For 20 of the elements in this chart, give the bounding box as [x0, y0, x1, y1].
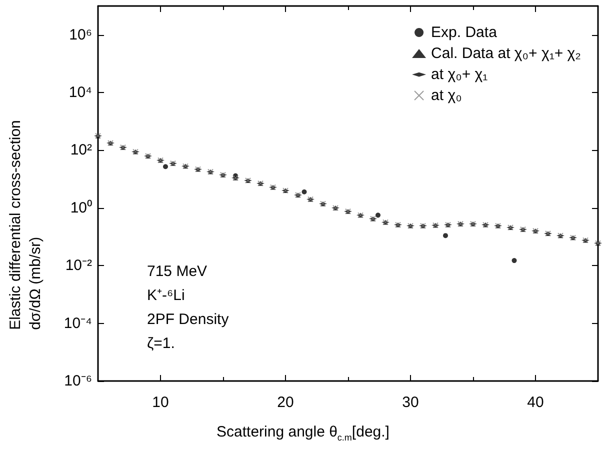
annotation: 2PF Density [147, 311, 230, 328]
annotation: 715 MeV [147, 263, 208, 280]
y-tick-label: 10² [70, 142, 92, 159]
legend-label: Exp. Data [431, 24, 498, 41]
x-tick-label: 10 [152, 394, 169, 411]
y-tick-label: 10⁻⁶ [64, 372, 92, 390]
annotation: ζ=1. [147, 335, 175, 352]
y-tick-label: 10⁰ [70, 199, 92, 216]
x-tick-label: 40 [527, 394, 544, 411]
legend-label: Cal. Data at χ₀+ χ₁+ χ₂ [431, 45, 582, 62]
y-tick-label: 10⁶ [69, 26, 92, 44]
annotation: K⁺-⁶Li [147, 287, 185, 304]
y-tick-label: 10⁻² [65, 257, 92, 274]
y-axis-title: Elastic differential cross-section dσ/dΩ (mb/sr) [7, 120, 44, 330]
legend-label: at χ₀+ χ₁ [431, 66, 488, 83]
x-tick-label: 30 [402, 394, 419, 411]
y-tick-label: 10⁴ [68, 84, 92, 102]
legend-label: at χ₀ [431, 87, 462, 104]
y-tick-label: 10⁻⁴ [64, 314, 92, 332]
x-tick-label: 20 [277, 394, 294, 411]
